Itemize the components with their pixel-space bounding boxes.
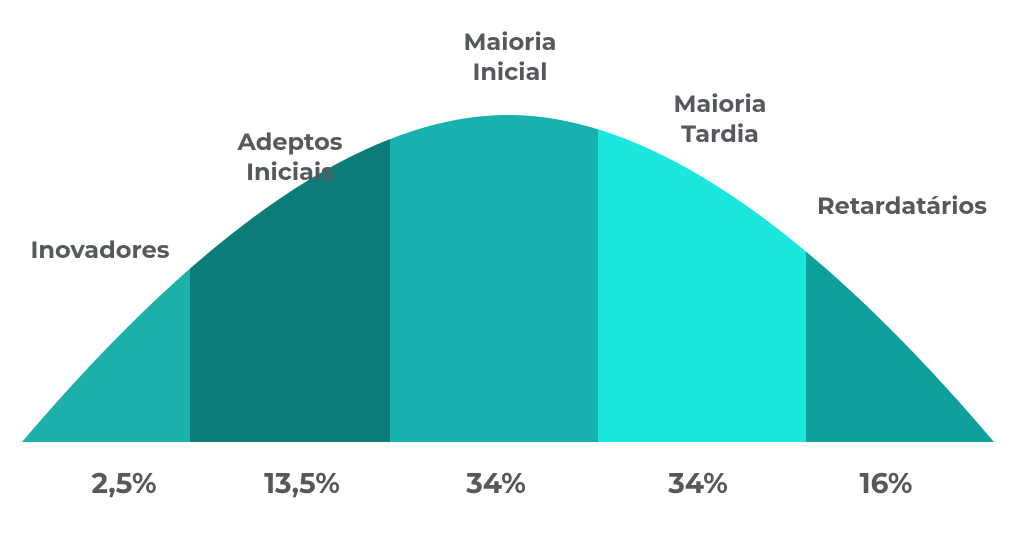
percent-label-adeptos-iniciais: 13,5%: [264, 467, 340, 501]
segment-inovadores: [22, 269, 190, 442]
segment-label-maioria-tardia: Maioria Tardia: [674, 90, 767, 150]
percent-label-maioria-tardia: 34%: [668, 467, 728, 501]
adoption-curve-chart: Inovadores 2,5% Adeptos Iniciais 13,5% Maior…: [0, 0, 1017, 555]
segment-maioria-inicial: [390, 115, 598, 442]
percent-label-retardatarios: 16%: [860, 467, 913, 501]
percent-label-maioria-inicial: 34%: [466, 467, 526, 501]
segment-label-inovadores: Inovadores: [31, 236, 170, 266]
segment-label-retardatarios: Retardatários: [817, 192, 987, 222]
percent-label-inovadores: 2,5%: [91, 467, 156, 501]
segment-label-adeptos-iniciais: Adeptos Iniciais: [237, 128, 342, 188]
segment-label-maioria-inicial: Maioria Inicial: [464, 28, 557, 88]
segment-maioria-tardia: [598, 129, 806, 442]
segment-retardatarios: [806, 252, 994, 442]
